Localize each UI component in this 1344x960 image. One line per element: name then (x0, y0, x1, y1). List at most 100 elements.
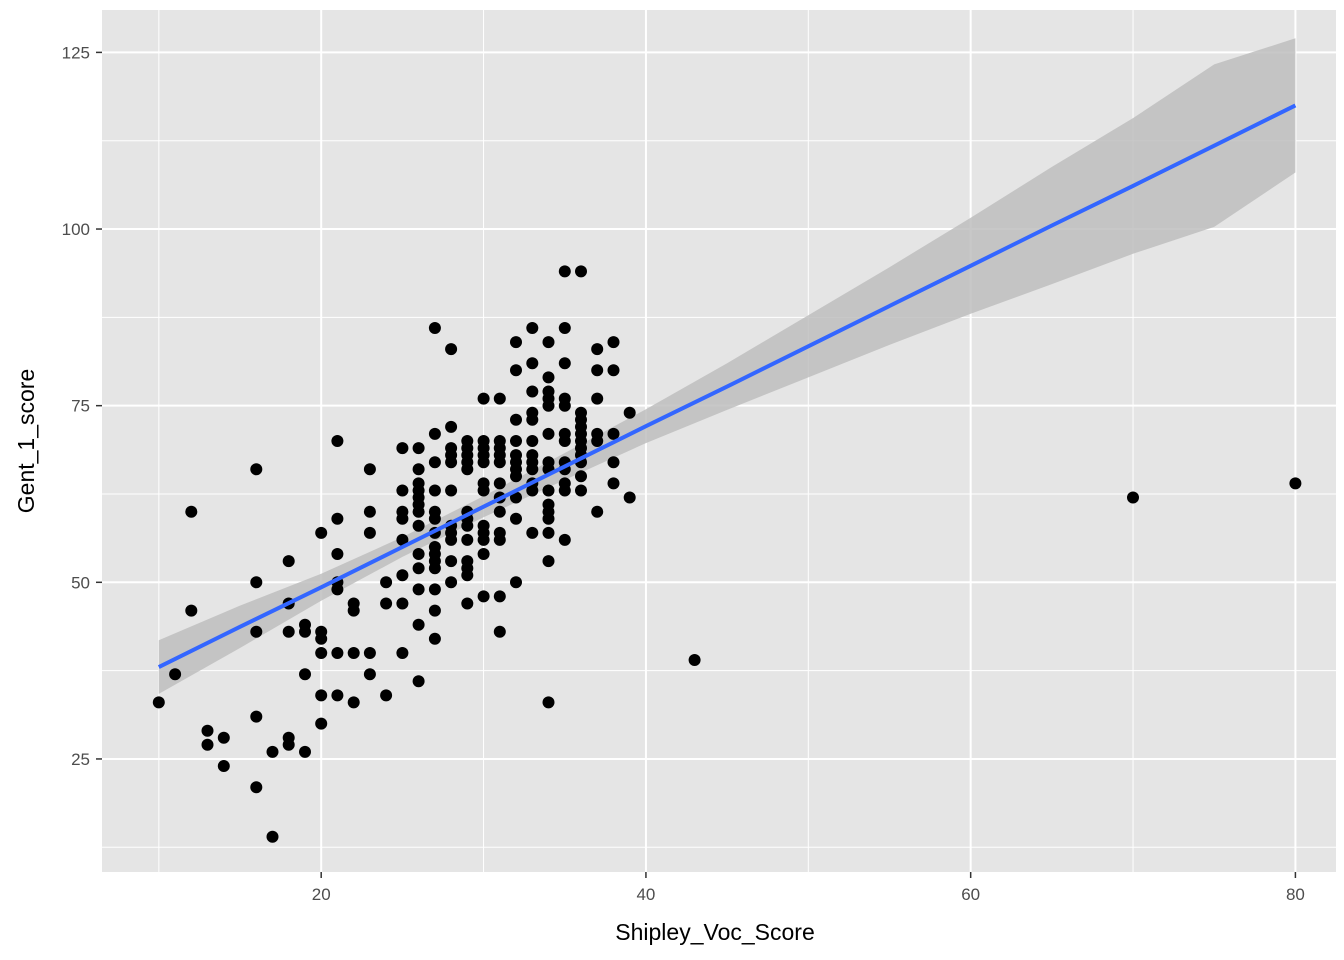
data-point (607, 364, 620, 377)
data-point (396, 484, 409, 497)
data-point (331, 689, 344, 702)
data-point (169, 668, 182, 681)
data-point (445, 343, 458, 356)
data-point (396, 533, 409, 546)
data-point (396, 597, 409, 610)
data-point (428, 322, 441, 334)
data-point (331, 548, 344, 560)
data-point (250, 781, 263, 794)
data-point (623, 406, 636, 419)
data-point (607, 336, 620, 349)
y-tick-label: 100 (62, 220, 90, 239)
data-point (185, 604, 198, 617)
x-axis: 20 40 60 80 (312, 872, 1305, 904)
y-axis: 25 50 75 100 125 (62, 43, 102, 769)
data-point (315, 632, 328, 645)
data-point (591, 435, 604, 447)
data-point (363, 463, 376, 476)
data-point (623, 491, 636, 504)
data-point (445, 456, 458, 469)
data-point (250, 576, 263, 589)
data-point (428, 456, 441, 469)
data-point (510, 364, 522, 377)
y-tick-label: 125 (62, 43, 90, 62)
x-tick-label: 40 (636, 885, 655, 904)
data-point (542, 399, 555, 412)
data-point (461, 519, 474, 532)
data-point (591, 505, 604, 518)
data-point (347, 696, 360, 709)
x-axis-title: Shipley_Voc_Score (615, 919, 814, 945)
data-point (428, 583, 441, 596)
data-point (217, 760, 230, 772)
data-point (185, 505, 198, 518)
data-point (542, 555, 555, 568)
data-point (347, 604, 360, 617)
data-point (315, 689, 328, 702)
data-point (412, 583, 425, 596)
data-point (428, 484, 441, 497)
data-point (331, 435, 344, 447)
data-point (412, 618, 425, 631)
data-point (477, 392, 490, 405)
y-tick-label: 75 (71, 397, 90, 416)
data-point (575, 265, 587, 278)
data-point (493, 533, 506, 546)
data-point (396, 569, 409, 582)
data-point (607, 456, 620, 469)
y-tick-label: 50 (71, 573, 90, 592)
data-point (510, 512, 522, 525)
data-point (380, 597, 393, 610)
data-point (282, 625, 295, 638)
confidence-ribbon (158, 38, 1296, 694)
data-point (315, 717, 328, 730)
data-point (152, 696, 165, 709)
data-point (510, 336, 522, 349)
data-point (477, 456, 490, 469)
data-point (201, 738, 214, 751)
data-point (266, 830, 279, 843)
data-point (477, 548, 490, 560)
data-point (201, 724, 214, 737)
data-point (331, 512, 344, 525)
data-point (542, 336, 555, 349)
data-point (445, 576, 458, 589)
data-point (461, 569, 474, 582)
data-point (250, 625, 263, 638)
data-point (282, 555, 295, 568)
data-point (510, 470, 522, 483)
data-point (542, 696, 555, 709)
data-point (412, 505, 425, 518)
data-point (461, 463, 474, 476)
data-point (217, 731, 230, 744)
data-point (575, 484, 587, 497)
data-point (299, 745, 311, 758)
data-point (412, 442, 425, 455)
data-point (380, 576, 393, 589)
data-point (510, 491, 522, 504)
data-point (266, 745, 279, 758)
data-point (331, 583, 344, 596)
data-point (526, 322, 539, 334)
data-point (526, 357, 539, 370)
data-point (542, 512, 555, 525)
data-point (380, 689, 393, 702)
data-point (396, 647, 409, 659)
fit-line-layer (157, 103, 1297, 669)
data-point (558, 484, 571, 497)
data-point (445, 533, 458, 546)
data-point (428, 632, 441, 645)
data-point (526, 435, 539, 447)
data-point (526, 484, 539, 497)
data-point (461, 533, 474, 546)
data-point (445, 555, 458, 568)
data-point (591, 343, 604, 356)
data-point (299, 668, 311, 681)
data-point (526, 413, 539, 426)
data-point (493, 505, 506, 518)
data-point (315, 526, 328, 539)
data-point (542, 484, 555, 497)
confidence-ribbon-layer (158, 38, 1296, 694)
data-point (493, 477, 506, 490)
